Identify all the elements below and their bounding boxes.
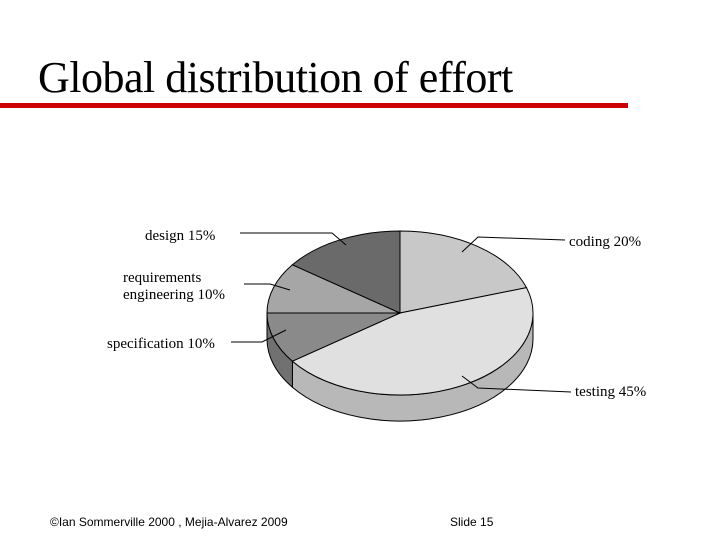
slice-label-requirements: requirements engineering 10% xyxy=(123,270,226,303)
footer-copyright: ©Ian Sommerville 2000 , Mejia-Alvarez 20… xyxy=(50,515,288,529)
slice-label-testing: testing 45% xyxy=(575,384,647,400)
slide-title: Global distribution of effort xyxy=(38,53,513,102)
slice-label-design: design 15% xyxy=(145,228,216,244)
leader-design xyxy=(240,232,347,246)
leader-requirements xyxy=(244,283,291,291)
footer-slide-number: Slide 15 xyxy=(450,515,494,529)
slice-coding xyxy=(399,230,528,314)
slice-label-coding: coding 20% xyxy=(569,234,642,250)
leader-coding xyxy=(461,236,566,253)
slice-label-specification: specification 10% xyxy=(107,336,215,352)
title-rule xyxy=(0,103,628,108)
slice-specification xyxy=(266,312,401,362)
leader-testing xyxy=(461,375,572,393)
slice-testing xyxy=(291,287,534,396)
leader-specification xyxy=(231,329,287,343)
slice-requirements xyxy=(266,264,401,314)
